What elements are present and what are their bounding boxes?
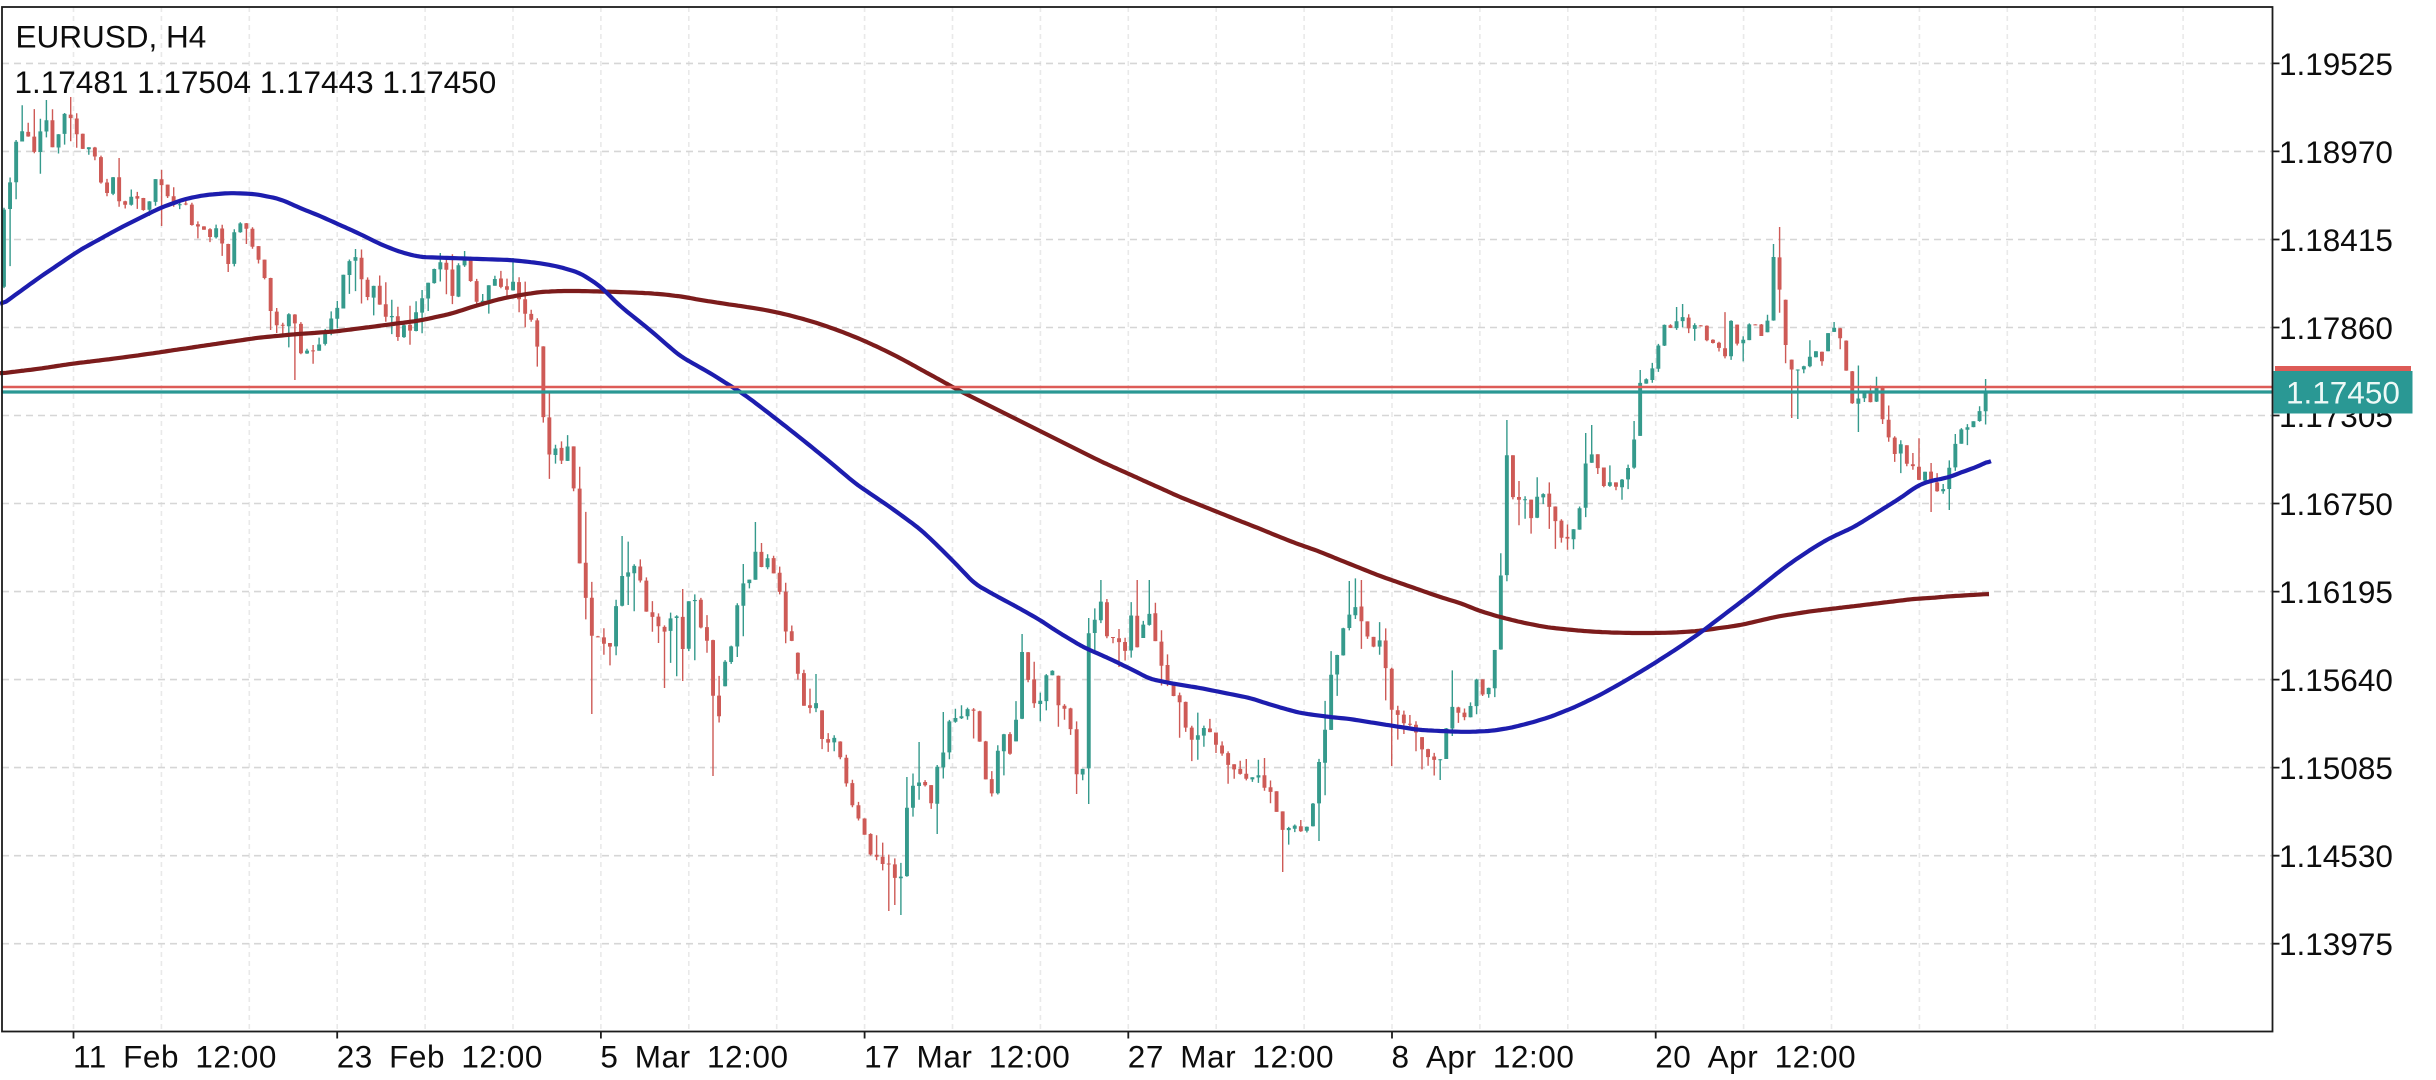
svg-text:23 Feb 12:00: 23 Feb 12:00 <box>337 1039 543 1075</box>
svg-text:1.17860: 1.17860 <box>2279 310 2393 346</box>
svg-text:17 Mar 12:00: 17 Mar 12:00 <box>864 1039 1070 1075</box>
svg-text:1.16750: 1.16750 <box>2279 486 2393 522</box>
svg-text:EURUSD, H4: EURUSD, H4 <box>16 18 207 54</box>
svg-text:1.18415: 1.18415 <box>2279 222 2393 258</box>
svg-text:1.17481 1.17504 1.17443 1.1745: 1.17481 1.17504 1.17443 1.17450 <box>15 64 497 100</box>
svg-text:1.18970: 1.18970 <box>2279 134 2393 170</box>
svg-text:1.14530: 1.14530 <box>2279 838 2393 874</box>
svg-text:8 Apr 12:00: 8 Apr 12:00 <box>1392 1039 1575 1075</box>
svg-text:1.15640: 1.15640 <box>2279 662 2393 698</box>
svg-text:20 Apr 12:00: 20 Apr 12:00 <box>1655 1039 1856 1075</box>
svg-text:5 Mar 12:00: 5 Mar 12:00 <box>600 1039 788 1075</box>
svg-text:1.15085: 1.15085 <box>2279 750 2393 786</box>
svg-text:11 Feb 12:00: 11 Feb 12:00 <box>73 1039 277 1075</box>
svg-text:1.16195: 1.16195 <box>2279 574 2393 610</box>
svg-text:27 Mar 12:00: 27 Mar 12:00 <box>1128 1039 1334 1075</box>
svg-text:1.13975: 1.13975 <box>2279 926 2393 962</box>
svg-text:1.17450: 1.17450 <box>2286 375 2400 411</box>
svg-text:1.19525: 1.19525 <box>2279 46 2393 82</box>
